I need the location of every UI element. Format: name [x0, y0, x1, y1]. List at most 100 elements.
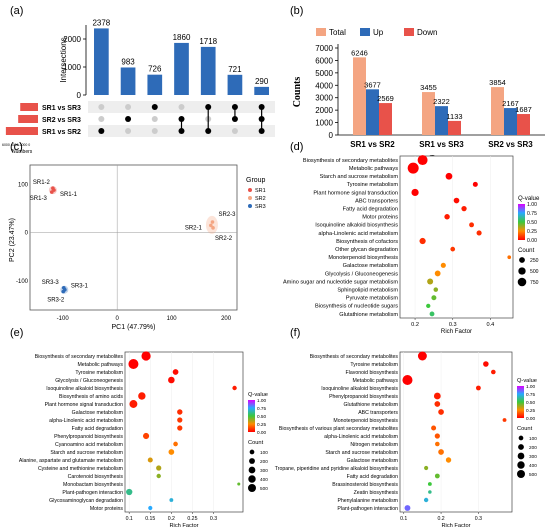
pathway-label: Glycolysis / Gluconeogenesis [55, 378, 123, 384]
q-tick-label: 0.75 [527, 211, 537, 217]
q-tick-label: 1.00 [527, 202, 537, 208]
pathway-label: Fatty acid degradation [343, 206, 398, 212]
set-size-bar [20, 103, 38, 111]
panel-b-grouped-bar-chart: (b) Total Up Down 0 1000 2000 3000 4000 5000 6000 7… [290, 5, 545, 165]
category-label: SR1 vs SR2 [350, 140, 395, 149]
intersection-bar [94, 28, 109, 95]
count-tick-label: 200 [260, 459, 268, 464]
count-bar [448, 120, 461, 135]
enrichment-bubble [402, 375, 413, 385]
x-tick-label: 0.3 [475, 516, 482, 522]
enrichment-bubble [168, 376, 175, 384]
x-tick-label: 100 [167, 316, 178, 322]
panel-label: (a) [10, 5, 23, 17]
bar-value-label: 2569 [377, 94, 394, 103]
enrichment-bubble [483, 361, 489, 367]
matrix-dot [125, 128, 132, 134]
bar-value-label: 3854 [489, 78, 506, 87]
legend-title: Group [246, 177, 266, 184]
bar-value-label: 3677 [364, 80, 381, 89]
pathway-label: Metabolic pathways [349, 166, 398, 172]
pathway-label: Biosynthesis of cofactors [336, 239, 398, 245]
count-tick-label: 500 [530, 269, 539, 275]
x-tick-label: 0.1 [400, 516, 407, 522]
q-tick-label: 0.00 [527, 238, 537, 244]
legend-label: SR3 [255, 204, 266, 210]
count-bar [379, 103, 392, 135]
y-tick-label: 5000 [315, 69, 333, 78]
enrichment-bubble [461, 206, 467, 212]
x-tick-label: 0.3 [210, 516, 217, 522]
count-bar [366, 89, 379, 135]
count-legend-title: Count [248, 440, 264, 446]
enrichment-bubble [173, 441, 178, 447]
pathway-label: Biosynthesis of amino acids [59, 394, 123, 400]
bar-value-label: 1133 [446, 112, 462, 121]
pathway-label: Phenylalanine metabolism [337, 498, 398, 504]
count-tick-label: 300 [260, 468, 268, 473]
plot-frame [399, 155, 514, 319]
matrix-dot [98, 128, 105, 134]
pathway-label: Biosynthesis of various plant secondary … [279, 426, 398, 432]
count-tick-label: 100 [529, 436, 537, 441]
q-tick-label: 0.50 [526, 400, 536, 405]
count-bar [353, 57, 366, 136]
pathway-label: Alanine, aspartate and glutamate metabol… [19, 458, 123, 464]
legend-label: Down [417, 28, 437, 37]
pathway-label: Flavonoid biosynthesis [346, 370, 399, 376]
pathway-label: Isoquinoline alkaloid biosynthesis [321, 386, 398, 392]
q-legend-title: Q-value [518, 195, 540, 202]
bar-value-label: 290 [255, 77, 269, 86]
x-tick-label: 0 [115, 316, 119, 322]
matrix-dot [125, 116, 132, 122]
point-label: SR2-3 [218, 212, 236, 218]
set-label: SR1 vs SR3 [42, 105, 81, 112]
intersection-bar [227, 74, 243, 95]
point-label: SR3-1 [71, 284, 89, 290]
set-label: SR1 vs SR2 [42, 129, 81, 136]
y-tick-label: 7000 [315, 44, 333, 53]
count-bar [435, 106, 448, 135]
pathway-label: Metabolic pathways [77, 362, 123, 368]
enrichment-bubble [433, 392, 441, 400]
x-tick-label: 0.4 [487, 322, 495, 328]
enrichment-bubble [147, 457, 153, 463]
q-colorbar [517, 386, 524, 418]
pathway-label: Plant-pathogen interaction [337, 506, 398, 512]
count-bar [504, 108, 517, 135]
count-legend-dot [519, 257, 525, 263]
set-size-bar [18, 115, 38, 123]
y-tick-label: 2000 [63, 35, 81, 44]
enrichment-bubble [472, 181, 478, 187]
enrichment-bubble [156, 465, 162, 471]
category-label: SR2 vs SR3 [488, 140, 533, 149]
matrix-dot [125, 104, 132, 110]
count-legend-dot [249, 449, 255, 455]
pca-point [210, 220, 215, 224]
count-tick-label: 100 [260, 450, 268, 455]
y-tick-label: 0 [77, 91, 82, 100]
pathway-label: Pyruvate metabolism [346, 296, 399, 302]
x-tick-label: 0.2 [437, 516, 444, 522]
point-label: SR1-3 [30, 196, 48, 202]
x-axis-label: PC1 (47.79%) [112, 324, 156, 331]
pathway-label: Motor proteins [362, 215, 398, 221]
y-tick-label: 2000 [315, 106, 333, 115]
q-tick-label: 0.75 [526, 392, 536, 397]
count-tick-label: 500 [529, 472, 537, 477]
enrichment-bubble [423, 497, 429, 503]
enrichment-bubble [434, 401, 441, 407]
pathway-label: Fatty acid degradation [347, 474, 398, 480]
legend-swatch [360, 28, 370, 36]
enrichment-bubble [507, 255, 512, 260]
pathway-label: Phenylpropanoid biosynthesis [329, 394, 398, 400]
point-label: SR1-1 [60, 192, 78, 198]
q-tick-label: 0.50 [527, 220, 537, 226]
enrichment-bubble [411, 188, 419, 197]
pathway-label: Biosynthesis of secondary metabolites [303, 158, 398, 164]
panel-label: (d) [290, 141, 303, 153]
x-tick-label: 0.2 [168, 516, 175, 522]
count-legend-dot [518, 444, 524, 450]
q-tick-label: 0.25 [527, 229, 537, 235]
count-legend-dot [248, 466, 256, 474]
